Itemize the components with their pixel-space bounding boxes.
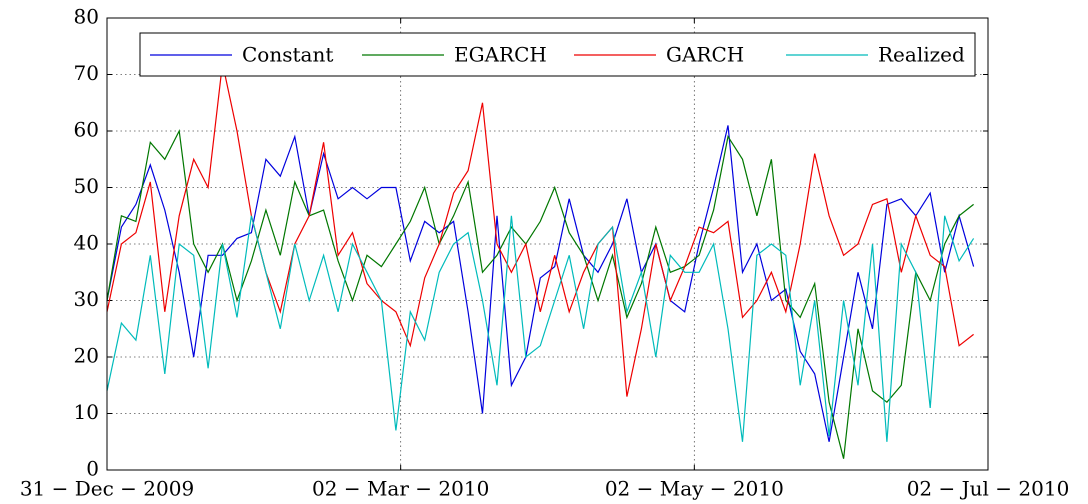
legend-label: Realized (878, 43, 965, 67)
y-tick-label: 40 (74, 231, 99, 255)
y-tick-label: 60 (74, 118, 99, 142)
y-tick-label: 80 (74, 5, 99, 29)
x-tick-label: 31 − Dec − 2009 (20, 477, 194, 501)
y-tick-label: 70 (74, 61, 99, 85)
series-line (106, 125, 975, 442)
legend-label: GARCH (666, 43, 744, 67)
y-tick-label: 30 (74, 287, 99, 311)
series-line (106, 63, 974, 397)
y-tick-label: 20 (74, 344, 99, 368)
series-line (106, 128, 974, 459)
y-tick-label: 0 (86, 457, 99, 481)
x-tick-label: 02 − Mar − 2010 (312, 477, 489, 501)
plot-frame (106, 17, 989, 471)
x-tick-label: 02 − May − 2010 (605, 477, 784, 501)
legend-label: Constant (242, 43, 333, 67)
y-tick-label: 50 (74, 174, 99, 198)
y-tick-label: 10 (74, 400, 99, 424)
series-line (106, 215, 975, 442)
x-tick-label: 02 − Jul − 2010 (907, 477, 1070, 501)
legend-label: EGARCH (454, 43, 547, 67)
